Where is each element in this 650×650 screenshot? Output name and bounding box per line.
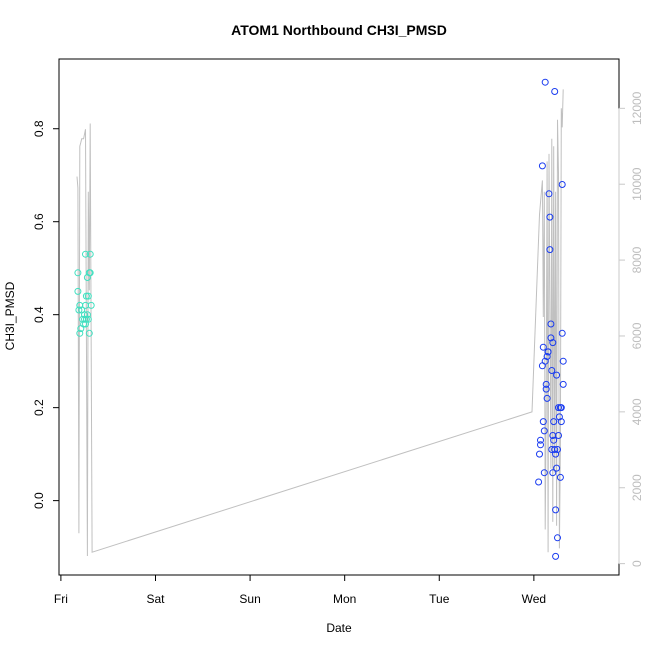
data-point [552, 552, 560, 560]
data-point [546, 246, 554, 254]
data-point [540, 427, 548, 435]
data-point [546, 213, 554, 221]
y-tick-label: 0.6 [32, 213, 46, 230]
data-point [539, 343, 547, 351]
data-point [547, 334, 555, 342]
data-point [543, 394, 551, 402]
data-point [541, 78, 549, 86]
data-point [555, 432, 562, 439]
data-point [553, 371, 561, 379]
x-tick-label: Mon [333, 592, 356, 606]
y-axis-label: CH3I_PMSD [3, 281, 17, 350]
y-tick-label: 0.8 [32, 120, 46, 137]
data-point [555, 413, 563, 421]
data-point [538, 162, 546, 170]
x-tick-label: Tue [429, 592, 450, 606]
data-point [549, 339, 557, 347]
data-point [556, 473, 564, 481]
data-point [550, 418, 558, 426]
data-point [537, 441, 544, 449]
data-point [74, 287, 82, 295]
data-point [82, 315, 90, 323]
data-point [540, 469, 548, 477]
y-tick-label: 0.4 [32, 306, 46, 323]
data-point [82, 292, 90, 300]
points-layer [74, 78, 567, 560]
data-point [559, 357, 567, 365]
x-axis: Fri Sat Sun Mon Tue Wed [54, 574, 546, 606]
secondary-line-layer [76, 89, 564, 557]
data-point [551, 446, 559, 453]
x-tick-label: Wed [522, 592, 546, 606]
chart-title: ATOM1 Northbound CH3I_PMSD [231, 22, 447, 38]
y2-tick-label: 2000 [630, 474, 644, 501]
data-point [82, 301, 89, 309]
x-tick-label: Sat [146, 592, 165, 606]
y2-tick-label: 0 [630, 560, 644, 567]
data-point [558, 329, 566, 337]
data-point [535, 478, 543, 486]
y-axis: 0.0 0.2 0.4 0.6 0.8 [32, 120, 60, 509]
data-point [86, 250, 94, 258]
y2-tick-label: 6000 [630, 322, 644, 349]
data-point [548, 367, 556, 374]
data-point [542, 385, 550, 393]
data-point [541, 357, 549, 365]
data-point [545, 190, 553, 198]
data-point [557, 418, 565, 426]
data-point [550, 436, 558, 444]
data-point [547, 320, 555, 328]
data-point [82, 250, 89, 258]
y2-tick-label: 8000 [630, 246, 644, 273]
data-point [75, 306, 83, 314]
y-tick-label: 0.2 [32, 399, 46, 416]
data-point [555, 404, 562, 412]
y2-tick-label: 4000 [630, 398, 644, 425]
data-point [83, 311, 91, 319]
data-point [557, 404, 565, 412]
data-point [84, 292, 92, 300]
data-point [543, 353, 551, 360]
data-point [536, 450, 543, 458]
data-point [551, 88, 559, 95]
data-point [85, 329, 93, 337]
y-tick-label: 0.0 [32, 492, 46, 509]
data-point [559, 380, 567, 388]
x-tick-label: Sun [239, 592, 260, 606]
y2-tick-label: 10000 [630, 167, 644, 201]
data-point [81, 311, 88, 319]
data-point [544, 348, 552, 356]
data-point [552, 450, 560, 458]
x-axis-label: Date [326, 621, 352, 635]
data-point [86, 269, 94, 277]
data-point [76, 329, 84, 337]
data-point [74, 269, 82, 277]
x-tick-label: Fri [54, 592, 68, 606]
data-point [542, 380, 550, 388]
y2-tick-label: 12000 [630, 91, 644, 125]
data-point [539, 418, 547, 426]
data-point [554, 534, 561, 542]
data-point [84, 315, 92, 323]
data-point [537, 436, 544, 444]
secondary-series-line [76, 89, 564, 557]
data-point [554, 446, 561, 453]
data-point [552, 506, 560, 514]
y2-axis: 0 2000 4000 6000 8000 10000 12000 [618, 91, 644, 567]
data-point [553, 464, 561, 472]
data-point [558, 181, 566, 188]
plot-frame [58, 58, 620, 576]
data-point [549, 469, 557, 477]
